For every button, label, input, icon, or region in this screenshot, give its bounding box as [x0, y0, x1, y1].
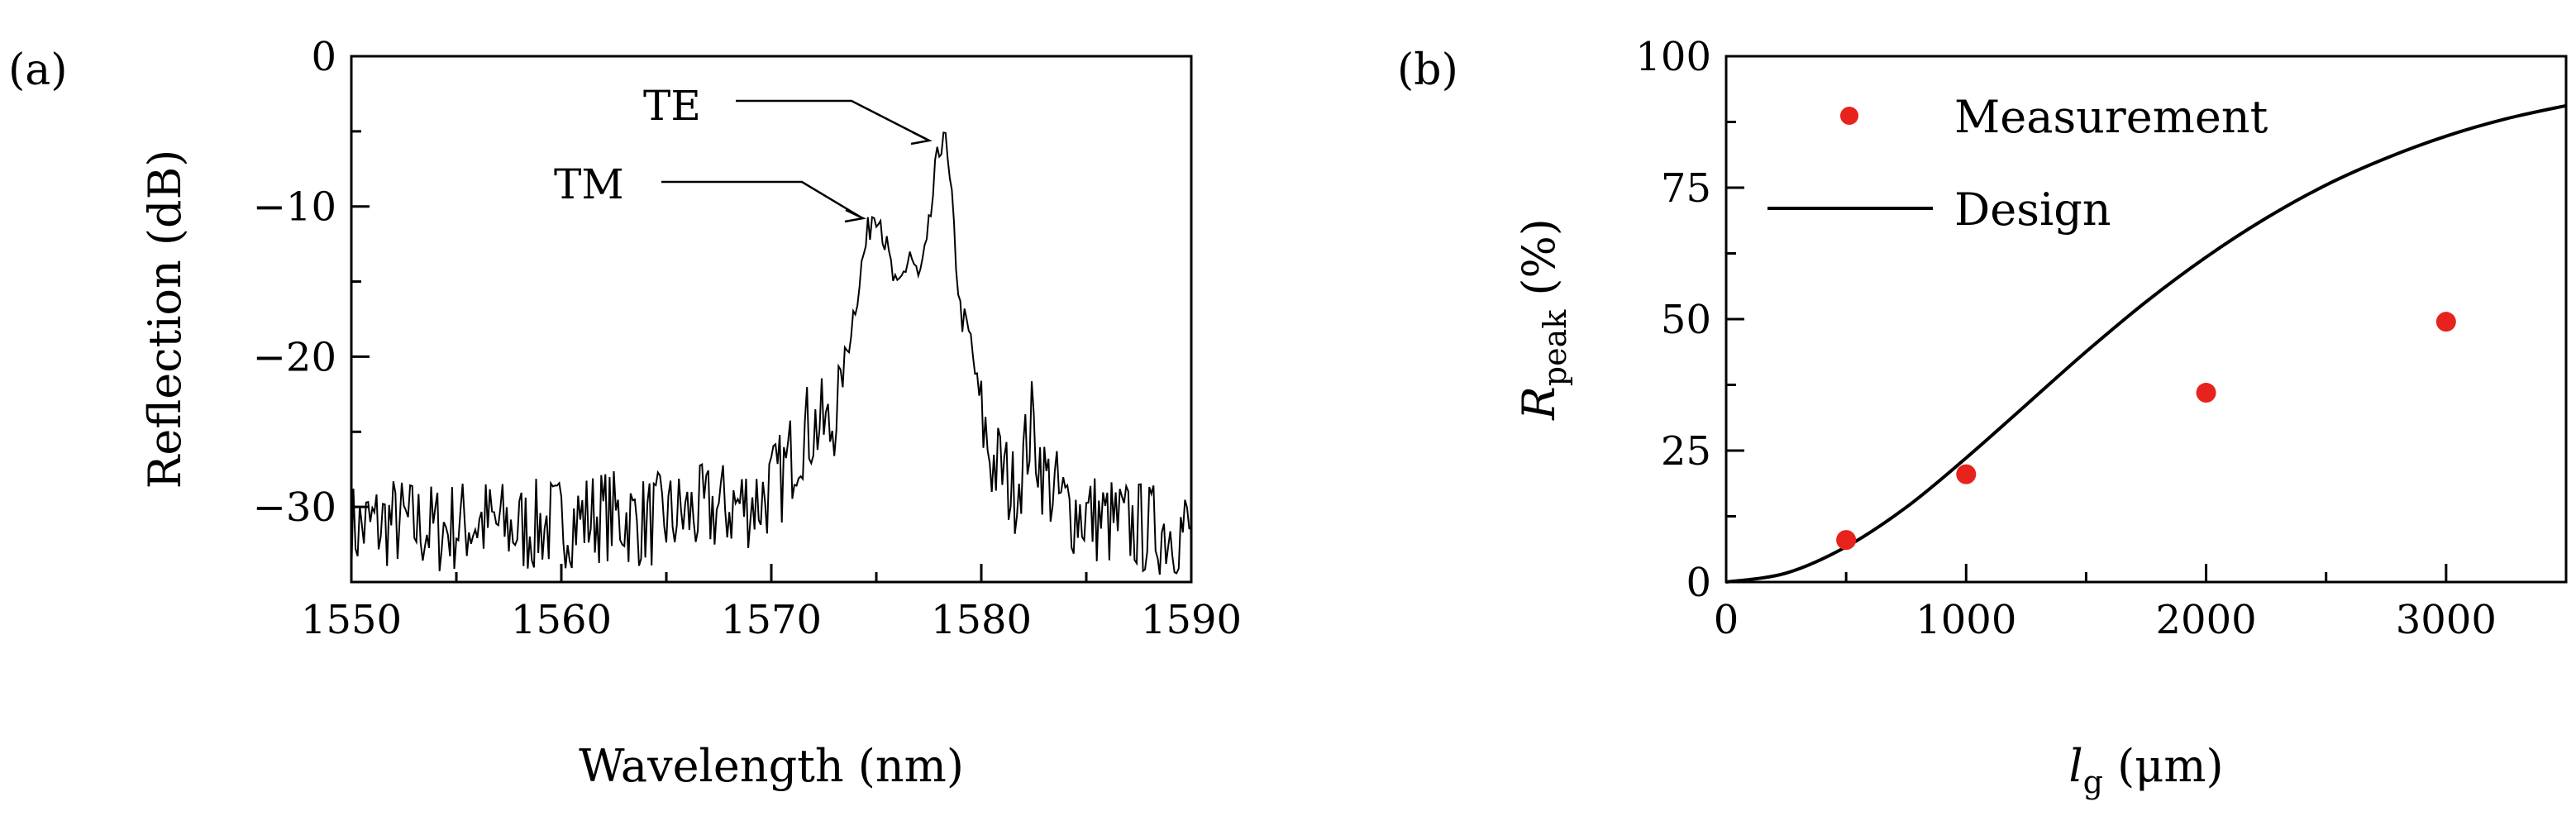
panel-b-ylabel: Rpeak (%): [1513, 218, 1573, 421]
y-tick-label: 0: [1686, 560, 1711, 606]
design-curve: [1725, 103, 2567, 584]
panel-b: (b) 0 1000 2000 3000 100 75 50 25 0 Measurement …: [1397, 34, 2568, 800]
panel-b-ticks: [1724, 55, 2568, 584]
panel-a-ylabel: Reflection (dB): [139, 150, 191, 489]
tm-arrowhead: [844, 208, 867, 223]
y-tick-label: 50: [1661, 297, 1711, 343]
annotation-tm: TM: [554, 160, 624, 208]
measurement-point: [1836, 530, 1857, 551]
y-tick-label: 100: [1635, 34, 1711, 80]
te-arrow: [736, 99, 927, 141]
te-arrowhead: [910, 131, 933, 146]
legend-measurement-label: Measurement: [1954, 91, 2268, 143]
x-tick-label: 1580: [931, 597, 1032, 643]
measurement-point: [2196, 383, 2216, 403]
x-tick-label: 1000: [1915, 597, 2016, 643]
annotation-te: TE: [643, 82, 701, 130]
ylabel-unit: (%): [1513, 218, 1565, 310]
measurement-point: [2435, 312, 2456, 332]
x-tick-label: 2000: [2155, 597, 2256, 643]
legend: Measurement Design: [1767, 91, 2268, 236]
x-tick-label: 0: [1714, 597, 1739, 643]
xlabel-unit: (μm): [2103, 740, 2224, 792]
panel-a-label: (a): [8, 45, 68, 95]
panel-b-xlabel: lg (μm): [2068, 740, 2223, 800]
y-tick-label: −30: [253, 484, 336, 531]
xlabel-sub: g: [2083, 764, 2103, 800]
x-tick-label: 3000: [2396, 597, 2497, 643]
panel-a: (a) 1550 1560 1570 1580 1590 0 −10 −20 −30 TE TM…: [8, 34, 1242, 792]
panel-a-reflection-line: [351, 131, 1192, 578]
panel-a-tick-labels: 1550 1560 1570 1580 1590 0 −10 −20 −30: [253, 34, 1242, 643]
panel-a-xlabel: Wavelength (nm): [579, 740, 964, 792]
measurement-points: [1836, 312, 2456, 551]
panel-b-label: (b): [1397, 45, 1458, 95]
y-tick-label: 0: [311, 34, 336, 80]
y-tick-label: 75: [1661, 165, 1711, 212]
x-tick-label: 1570: [721, 597, 822, 643]
tm-arrow: [661, 180, 861, 218]
y-tick-label: −10: [253, 184, 336, 231]
panel-b-tick-labels: 0 1000 2000 3000 100 75 50 25 0: [1635, 34, 2497, 643]
ylabel-sub: peak: [1537, 309, 1573, 386]
panel-a-plot-frame: [350, 55, 1193, 584]
panel-a-ticks: [350, 55, 1193, 584]
measurement-point: [1956, 464, 1977, 484]
legend-design-label: Design: [1954, 184, 2111, 236]
xlabel-main: l: [2068, 740, 2082, 792]
x-tick-label: 1590: [1141, 597, 1242, 643]
x-tick-label: 1560: [511, 597, 612, 643]
x-tick-label: 1550: [301, 597, 402, 643]
y-tick-label: −20: [253, 334, 336, 380]
y-tick-label: 25: [1661, 428, 1711, 475]
legend-measurement-marker: [1840, 107, 1858, 125]
ylabel-main: R: [1513, 386, 1565, 421]
